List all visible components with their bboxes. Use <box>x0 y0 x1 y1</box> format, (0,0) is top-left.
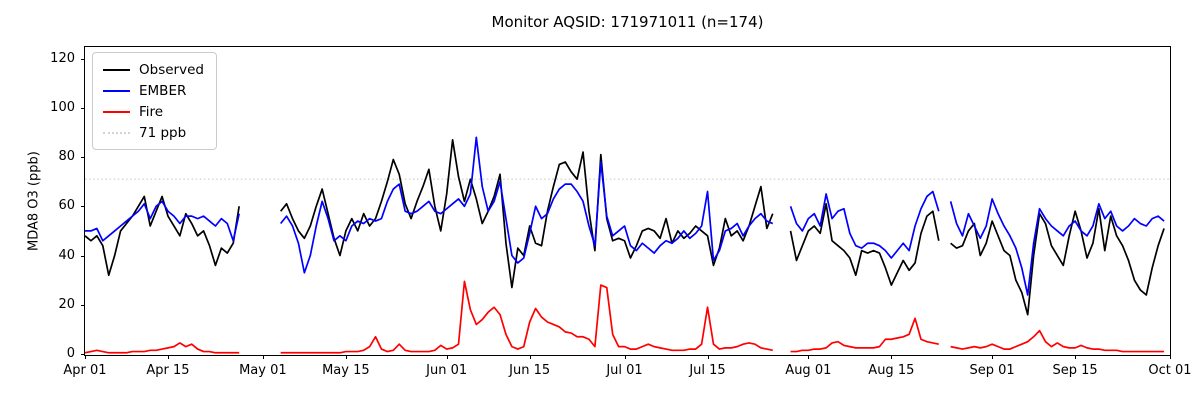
x-tick-mark <box>1075 355 1077 359</box>
x-tick-mark <box>529 355 531 359</box>
chart-title: Monitor AQSID: 171971011 (n=174) <box>491 13 764 31</box>
observed-line-sample <box>103 68 130 71</box>
y-tick-mark <box>81 255 85 257</box>
x-tick-mark <box>345 355 347 359</box>
x-tick-mark <box>168 355 169 359</box>
x-tick-label: Apr 15 <box>146 363 190 378</box>
legend-label-threshold: 71 ppb <box>139 124 187 141</box>
y-tick-label: 120 <box>50 50 75 66</box>
legend-item-fire: Fire <box>103 101 204 122</box>
x-tick-mark <box>891 355 893 359</box>
legend: Observed EMBER Fire 71 ppb <box>92 52 217 150</box>
chart-canvas <box>85 136 1170 354</box>
x-tick-label: May 01 <box>239 363 287 378</box>
y-tick-mark <box>81 107 85 109</box>
x-tick-label: Jun 15 <box>509 363 551 378</box>
legend-item-threshold: 71 ppb <box>103 122 204 143</box>
x-axis: Apr 01 Apr 15 May 01 May 15 Jun 01 Jun 15 Jul … <box>63 355 1192 385</box>
x-tick-mark <box>624 355 626 359</box>
y-tick-mark <box>81 304 85 306</box>
x-tick-label: Jul 15 <box>689 363 726 378</box>
x-tick-label: Sep 01 <box>969 363 1015 378</box>
ember-line <box>85 136 1165 296</box>
x-tick-mark <box>262 355 264 359</box>
threshold-line-sample <box>103 131 130 134</box>
y-tick-label: 0 <box>66 346 75 362</box>
x-tick-label: Sep 15 <box>1052 363 1098 378</box>
legend-label-fire: Fire <box>139 103 164 120</box>
legend-item-observed: Observed <box>103 59 204 80</box>
fire-line-sample <box>103 110 130 113</box>
y-tick-mark <box>81 157 85 159</box>
ember-line-sample <box>103 89 130 92</box>
x-tick-mark <box>808 355 810 359</box>
y-tick-label: 40 <box>58 247 75 263</box>
x-tick-label: May 15 <box>322 363 370 378</box>
y-tick-mark <box>81 206 85 208</box>
y-tick-label: 60 <box>58 198 75 214</box>
y-tick-label: 80 <box>58 149 75 165</box>
y-axis: 0 20 40 60 80 100 120 <box>0 47 85 361</box>
x-tick-mark <box>1170 355 1171 359</box>
y-tick-label: 20 <box>58 296 75 312</box>
x-tick-label: Jul 01 <box>606 363 643 378</box>
x-tick-mark <box>707 355 709 359</box>
x-tick-mark <box>992 355 994 359</box>
plot-area <box>84 46 1171 356</box>
x-tick-label: Oct 01 <box>1148 363 1192 378</box>
x-tick-label: Jun 01 <box>426 363 468 378</box>
x-tick-mark <box>85 355 86 359</box>
fire-line <box>85 280 1165 354</box>
y-tick-mark <box>81 354 85 356</box>
y-tick-mark <box>81 58 85 60</box>
y-tick-label: 100 <box>50 99 75 115</box>
x-tick-label: Aug 01 <box>785 363 832 378</box>
legend-label-observed: Observed <box>139 61 204 78</box>
legend-label-ember: EMBER <box>139 82 187 99</box>
legend-item-ember: EMBER <box>103 80 204 101</box>
x-tick-label: Aug 15 <box>868 363 915 378</box>
x-tick-mark <box>446 355 448 359</box>
x-tick-label: Apr 01 <box>63 363 107 378</box>
observed-line <box>85 138 1165 316</box>
